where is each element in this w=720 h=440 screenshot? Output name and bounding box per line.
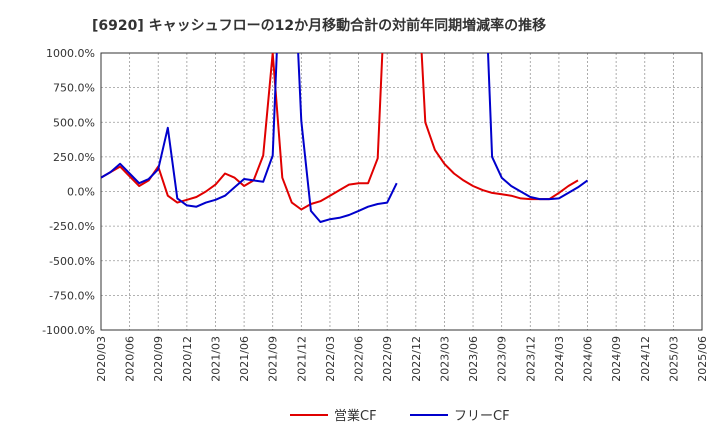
y-tick-label: -500.0% (49, 255, 95, 268)
x-tick-label: 2024/06 (582, 336, 595, 382)
x-tick-label: 2023/06 (467, 336, 480, 382)
x-tick-label: 2023/12 (524, 336, 537, 382)
y-tick-label: 1000.0% (46, 47, 95, 60)
x-tick-label: 2021/12 (295, 336, 308, 382)
chart-title: [6920] キャッシュフローの12か月移動合計の対前年同期増減率の推移 (92, 17, 546, 34)
x-tick-label: 2025/03 (667, 336, 680, 382)
x-tick-label: 2022/06 (353, 336, 366, 382)
y-tick-label: -1000.0% (42, 324, 95, 337)
legend: 営業CF フリーCF (290, 408, 510, 424)
series-line-free-cf (101, 53, 589, 223)
axis-layer: 1000.0% 750.0% 500.0% 250.0% 0.0% -250.0% -500… (42, 47, 709, 382)
x-tick-label: 2025/06 (696, 336, 709, 382)
legend-label-operating-cf: 営業CF (334, 408, 377, 424)
y-tick-label: 0.0% (67, 186, 95, 199)
y-tick-label: 250.0% (53, 151, 95, 164)
x-tick-label: 2020/12 (181, 336, 194, 382)
x-tick-label: 2021/03 (209, 336, 222, 382)
x-tick-label: 2023/09 (496, 336, 509, 382)
x-tick-label: 2021/09 (267, 336, 280, 382)
legend-label-free-cf: フリーCF (454, 409, 510, 424)
x-tick-label: 2022/09 (381, 336, 394, 382)
x-tick-label: 2024/03 (553, 336, 566, 382)
series-layer (101, 53, 589, 223)
x-tick-label: 2020/03 (95, 336, 108, 382)
x-tick-label: 2020/06 (124, 336, 137, 382)
y-tick-label: 500.0% (53, 116, 95, 129)
plot-frame (100, 52, 703, 331)
x-tick-label: 2020/09 (152, 336, 165, 382)
y-tick-label: -750.0% (49, 289, 95, 302)
y-tick-label: 750.0% (53, 82, 95, 95)
grid-layer (100, 52, 703, 331)
x-tick-label: 2024/09 (610, 336, 623, 382)
x-tick-label: 2021/06 (238, 336, 251, 382)
x-tick-label: 2022/12 (410, 336, 423, 382)
y-tick-label: -250.0% (49, 220, 95, 233)
x-tick-label: 2023/03 (438, 336, 451, 382)
x-tick-label: 2022/03 (324, 336, 337, 382)
x-tick-label: 2024/12 (639, 336, 652, 382)
